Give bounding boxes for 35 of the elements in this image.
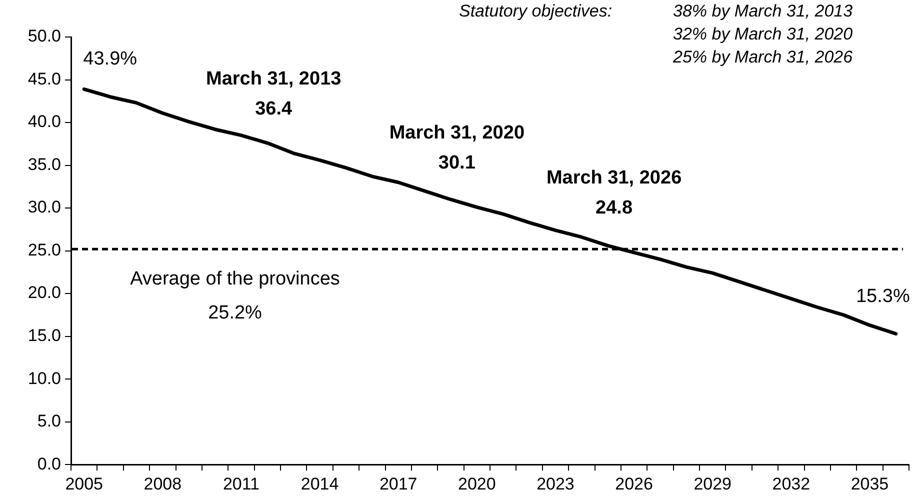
x-tick-label: 2008 bbox=[144, 474, 182, 494]
data-label: 36.4 bbox=[255, 98, 293, 120]
y-tick-label: 0.0 bbox=[37, 454, 61, 474]
annotation: 32% by March 31, 2020 bbox=[673, 24, 854, 44]
x-tick-label: 2014 bbox=[300, 474, 339, 494]
data-label: 24.8 bbox=[596, 198, 633, 219]
y-tick-label: 50.0 bbox=[28, 26, 61, 46]
x-tick-label: 2011 bbox=[222, 474, 260, 494]
annotation: March 31, 2026 bbox=[546, 168, 682, 189]
y-tick-label: 15.0 bbox=[28, 326, 61, 346]
annotation: 25% by March 31, 2026 bbox=[672, 48, 854, 67]
ref-line-label: Average of the provinces 25.2% bbox=[130, 268, 340, 324]
y-tick-label: 20.0 bbox=[28, 283, 61, 302]
y-tick-label: 10.0 bbox=[28, 368, 61, 388]
x-tick-label: 2032 bbox=[772, 474, 810, 494]
x-tick-label: 2020 bbox=[458, 474, 496, 494]
annotation: March 31, 2013 bbox=[206, 68, 342, 90]
x-tick-label: 2017 bbox=[379, 474, 418, 494]
y-tick-label: 30.0 bbox=[28, 198, 61, 217]
y-tick-label: 5.0 bbox=[37, 412, 61, 431]
x-tick-label: 2035 bbox=[850, 474, 889, 494]
x-tick-label: 2005 bbox=[65, 474, 104, 494]
data-label: 43.9% bbox=[83, 48, 138, 70]
y-tick-label: 25.0 bbox=[28, 240, 61, 260]
x-tick-label: 2029 bbox=[694, 474, 732, 494]
x-tick-label: 2026 bbox=[615, 474, 653, 494]
data-label: 15.3% bbox=[856, 286, 910, 307]
y-tick-label: 40.0 bbox=[28, 112, 61, 132]
annotation: March 31, 2020 bbox=[389, 122, 525, 144]
data-label: 30.1 bbox=[438, 152, 476, 174]
y-tick-label: 45.0 bbox=[28, 69, 61, 88]
text: 38% by March 31, 2013 bbox=[673, 2, 854, 21]
y-tick-label: 35.0 bbox=[28, 154, 61, 174]
x-tick-label: 2023 bbox=[536, 474, 574, 494]
text: Statutory objectives: bbox=[459, 2, 612, 21]
